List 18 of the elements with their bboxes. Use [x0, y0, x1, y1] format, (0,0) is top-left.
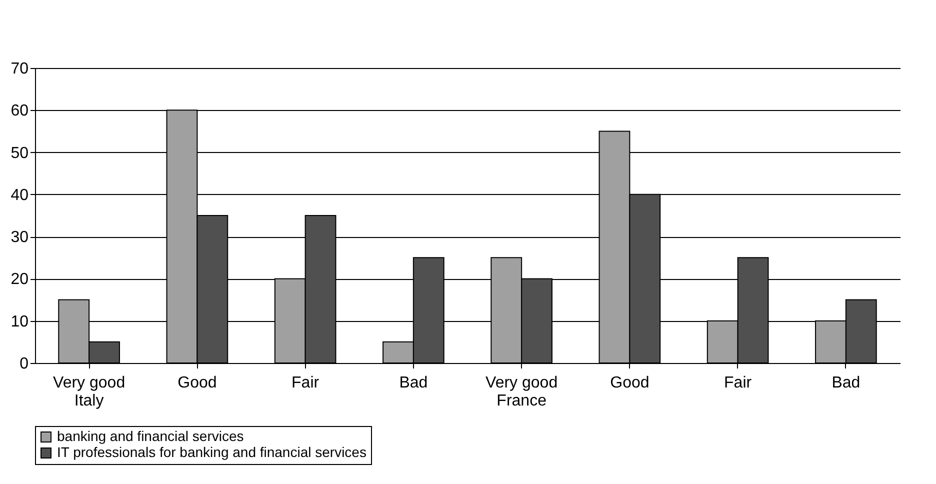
y-tick-label: 30	[10, 229, 29, 246]
y-tick-label: 40	[10, 186, 29, 204]
y-tick-label: 0	[20, 356, 29, 372]
y-tick-label: 70	[10, 60, 29, 78]
x-tick-label: Very good France	[486, 374, 558, 410]
y-tick-label: 50	[10, 144, 29, 162]
legend-label: banking and financial services	[57, 428, 244, 444]
legend-label: IT professionals for banking and financial services	[57, 444, 366, 460]
x-tick-label: Bad	[399, 374, 428, 392]
y-tick-label: 10	[10, 313, 29, 330]
x-tick-label: Very good Italy	[53, 374, 126, 410]
y-tick-label: 20	[10, 271, 29, 288]
x-tick-label: Fair	[292, 374, 320, 392]
y-tick-label: 60	[10, 102, 29, 120]
x-tick-label: Bad	[832, 374, 860, 392]
x-tick-label: Good	[178, 374, 217, 392]
x-tick-label: Fair	[724, 374, 752, 392]
x-tick-label: Good	[610, 374, 650, 392]
